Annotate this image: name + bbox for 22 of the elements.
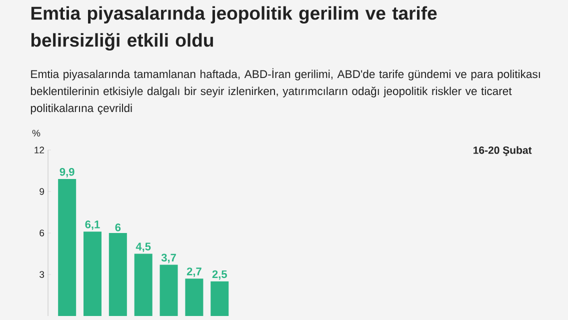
text: Emtia piyasalarında tamamlanan haftada, ABD-İran gerilimi, ABD'de tarife gündemi ve para politikası beklentilerinin etkisiyle dalgalı bir seyir izlenirken, yatırımcıların odağı jeopolitik riskler ve ticaret politikalarına çevrildi [30, 68, 540, 114]
bar [58, 179, 76, 316]
bar [84, 232, 102, 316]
data-label: 2,7 [186, 268, 202, 277]
bar [210, 281, 229, 316]
y-tick-label: 12 [34, 146, 44, 154]
data-label: 6 [115, 224, 121, 232]
data-label: 3,7 [161, 254, 176, 264]
text: 16-20 Şubat [474, 146, 532, 156]
data-label: 6,1 [85, 220, 100, 230]
bar [134, 254, 152, 316]
bar [108, 232, 127, 316]
y-tick-label: 6 [40, 230, 44, 236]
y-tick-label: 3 [40, 271, 44, 278]
bar [160, 264, 178, 316]
bar [185, 278, 204, 316]
data-label: 2,5 [212, 270, 227, 280]
y-axis-title: % [32, 130, 40, 136]
data-label: 9,9 [60, 168, 74, 178]
chart-title: Emtia piyasalarında jeopolitik gerilim ve tarife belirsizliği etkili oldu [31, 6, 437, 51]
data-label: 4,5 [136, 242, 151, 252]
y-tick-label: 9 [40, 188, 44, 195]
